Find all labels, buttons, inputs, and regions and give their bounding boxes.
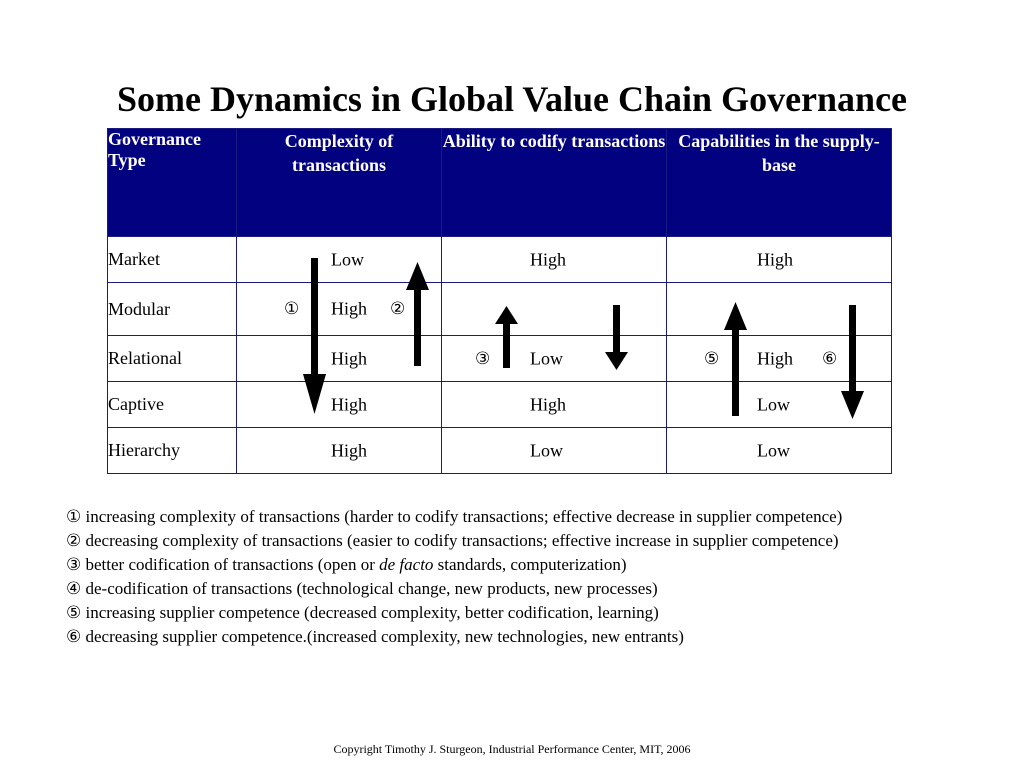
cell-relational-capabilities: ⑤ High ⑥ [666,335,892,382]
row-label-modular: Modular [107,282,237,336]
marker-6: ⑥ [822,348,838,368]
cell-modular-codify [441,282,667,336]
header-codify: Ability to codify transactions [441,128,667,237]
value-relational-codify: Low [530,348,563,368]
value-modular-complexity: High [331,298,367,319]
table-row: Captive High High Low [107,381,892,428]
cell-market-capabilities: High [666,236,892,283]
marker-5: ⑤ [704,348,720,368]
cell-modular-complexity: ① High ② [236,282,442,336]
cell-market-complexity: Low [236,236,442,283]
note-text-post: standards, computerization) [433,555,627,574]
value-market-complexity: Low [331,249,364,269]
value-relational-complexity: High [331,348,367,368]
row-label-hierarchy: Hierarchy [107,427,237,474]
cell-market-codify: High [441,236,667,283]
value-market-capabilities: High [757,249,793,269]
value-captive-codify: High [530,394,566,414]
note-marker: ② [66,531,82,550]
note-text-pre: better codification of transactions (ope… [85,555,380,574]
note-marker: ① [66,507,82,526]
header-complexity: Complexity of transactions [236,128,442,237]
cell-captive-complexity: High [236,381,442,428]
header-governance-type: Governance Type [107,128,237,237]
notes-list: ① increasing complexity of transactions … [66,505,842,649]
cell-modular-capabilities [666,282,892,336]
marker-3: ③ [475,348,491,368]
note-4: ④ de-codification of transactions (techn… [66,577,842,601]
table-row: Relational High ③ Low ⑤ High ⑥ [107,335,892,382]
copyright-footer: Copyright Timothy J. Sturgeon, Industria… [333,742,691,756]
value-hierarchy-capabilities: Low [757,440,790,460]
note-marker: ⑥ [66,627,82,646]
note-text: decreasing complexity of transactions (e… [85,531,839,550]
value-hierarchy-codify: Low [530,440,563,460]
cell-relational-codify: ③ Low [441,335,667,382]
table-row: Market Low High High [107,236,892,283]
table-row: Hierarchy High Low Low [107,427,892,474]
value-relational-capabilities: High [757,348,793,368]
row-label-market: Market [107,236,237,283]
note-marker: ③ [66,555,82,574]
marker-1: ① [284,299,300,318]
value-captive-complexity: High [331,394,367,414]
cell-captive-codify: High [441,381,667,428]
cell-hierarchy-complexity: High [236,427,442,474]
row-label-relational: Relational [107,335,237,382]
note-text: increasing supplier competence (decrease… [85,603,659,622]
slide-title: Some Dynamics in Global Value Chain Gove… [116,79,908,119]
cell-hierarchy-capabilities: Low [666,427,892,474]
value-hierarchy-complexity: High [331,440,367,460]
note-6: ⑥ decreasing supplier competence.(increa… [66,625,842,649]
note-text: de-codification of transactions (technol… [85,579,658,598]
cell-hierarchy-codify: Low [441,427,667,474]
note-text: decreasing supplier competence.(increase… [85,627,684,646]
marker-2: ② [390,299,406,318]
row-label-captive: Captive [107,381,237,428]
value-captive-capabilities: Low [757,394,790,414]
cell-relational-complexity: High [236,335,442,382]
note-2: ② decreasing complexity of transactions … [66,529,842,553]
note-5: ⑤ increasing supplier competence (decrea… [66,601,842,625]
note-1: ① increasing complexity of transactions … [66,505,842,529]
governance-table: Governance Type Complexity of transactio… [107,128,892,474]
note-marker: ⑤ [66,603,82,622]
table-row: Modular ① High ② [107,282,892,336]
header-row: Governance Type Complexity of transactio… [107,128,892,237]
cell-captive-capabilities: Low [666,381,892,428]
value-market-codify: High [530,249,566,269]
note-marker: ④ [66,579,82,598]
note-text: increasing complexity of transactions (h… [85,507,843,526]
header-capabilities: Capabilities in the supply-base [666,128,892,237]
note-text-italic: de facto [379,555,434,574]
note-3: ③ better codification of transactions (o… [66,553,842,577]
